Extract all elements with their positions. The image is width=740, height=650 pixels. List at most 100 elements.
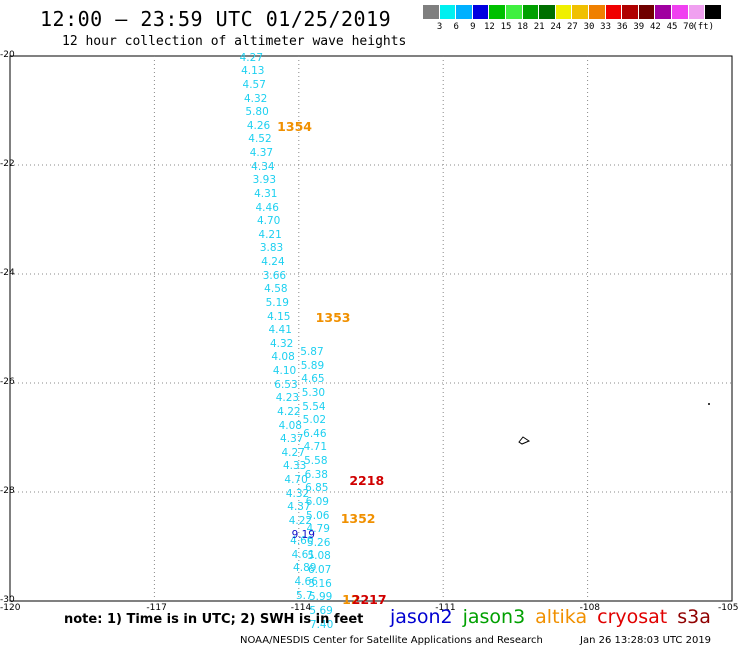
footer-note: note: 1) Time is in UTC; 2) SWH is in fe…	[64, 612, 364, 627]
legend-swatch	[423, 5, 440, 19]
legend-swatch	[505, 5, 523, 19]
wave-height-value: 7.40	[309, 618, 334, 631]
island-outline	[518, 436, 531, 445]
wave-height-value: 5.99	[308, 591, 333, 604]
satellite-label: cryosat	[597, 606, 668, 628]
wave-height-value: 5.26	[307, 536, 331, 549]
legend-tick-label: 21	[533, 22, 545, 32]
legend-swatch	[688, 5, 706, 19]
wave-height-value: 4.32	[269, 337, 294, 350]
wave-height-value: 4.23	[275, 392, 300, 405]
lat-tick-label: -28	[0, 486, 15, 496]
wave-height-value: 3.66	[262, 269, 287, 282]
satellite-label: s3a	[677, 606, 711, 628]
wave-height-value: 4.27	[239, 51, 264, 64]
wave-height-value: 9.19	[291, 528, 315, 541]
wave-height-value: 4.65	[301, 373, 325, 386]
legend-tick-label: 27	[566, 22, 578, 32]
pass-number-label: 1353	[315, 309, 351, 325]
wave-height-value: 4.32	[243, 92, 268, 105]
pass-number-label: 1354	[277, 118, 312, 134]
wave-height-value: 6.07	[307, 564, 332, 577]
wave-height-value: 5.89	[300, 359, 325, 372]
legend-swatch	[605, 5, 623, 19]
wave-height-value: 4.34	[251, 160, 275, 173]
legend-tick-label: 33	[600, 22, 612, 32]
wave-height-value: 4.70	[284, 474, 308, 487]
wave-height-value: 4.61	[291, 548, 315, 561]
lon-tick-label: -117	[146, 603, 167, 613]
wave-height-value: 4.22	[277, 405, 301, 418]
legend-tick-label: 70	[683, 22, 695, 32]
wave-height-value: 4.21	[258, 228, 282, 241]
wave-height-value: 4.52	[248, 133, 272, 146]
wave-height-value: 4.66	[294, 576, 318, 588]
legend-swatch	[456, 5, 473, 19]
pass-number-label: 1352	[340, 511, 376, 527]
wave-height-value: 4.08	[271, 351, 295, 364]
legend-tick-label: 24	[550, 22, 562, 32]
legend-tick-label: 30	[583, 22, 595, 32]
wave-height-value: 6.85	[305, 482, 329, 495]
credit-text: NOAA/NESDIS Center for Satellite Applica…	[240, 635, 543, 646]
lat-tick-label: -20	[0, 50, 15, 60]
wave-height-value: 5.02	[302, 414, 327, 427]
legend-swatch	[638, 5, 656, 19]
wave-height-value: 6.09	[305, 495, 329, 508]
page-subtitle: 12 hour collection of altimeter wave hei…	[62, 34, 407, 49]
wave-height-value: 4.79	[306, 523, 330, 536]
wave-height-value: 5.16	[308, 577, 332, 590]
satellite-label: altika	[535, 606, 588, 628]
wave-height-value: 4.89	[293, 562, 317, 575]
legend-swatch	[472, 5, 490, 19]
wave-height-value: 5.69	[309, 604, 333, 617]
legend-tick-label: 3	[436, 22, 443, 32]
lat-tick-label: -26	[0, 377, 15, 387]
legend-swatch	[522, 5, 540, 19]
lon-tick-label: -120	[0, 603, 21, 613]
lat-tick-label: -30	[0, 595, 15, 605]
wave-height-value: 4.22	[288, 514, 313, 527]
wave-height-value: 4.71	[303, 441, 328, 454]
credit-timestamp: Jan 26 13:28:03 UTC 2019	[580, 635, 712, 646]
legend-unit-label: (ft)	[692, 22, 715, 32]
wave-height-value: 5.87	[300, 346, 324, 359]
page-title: 12:00 – 23:59 UTC 01/25/2019	[40, 7, 392, 31]
wave-height-value: 5.54	[302, 400, 326, 413]
lon-tick-label: -111	[435, 603, 456, 613]
wave-height-value: 4.31	[254, 187, 278, 200]
wave-height-value: 5.58	[304, 455, 328, 468]
wave-height-value: 4.13	[241, 65, 265, 78]
lon-tick-label: -105	[718, 603, 739, 613]
legend-tick-label: 36	[616, 22, 628, 32]
wave-height-value: 4.10	[272, 365, 297, 378]
legend-tick-label: 12	[483, 22, 495, 32]
color-legend	[423, 5, 722, 19]
pass-number-label: 2218	[349, 473, 385, 489]
legend-tick-label: 9	[470, 22, 476, 32]
wave-height-value: 6.46	[303, 427, 327, 440]
lon-tick-label: -108	[579, 603, 601, 613]
legend-swatch	[655, 5, 672, 19]
wave-height-value: 4.26	[246, 119, 271, 132]
wave-height-value: 4.08	[278, 419, 302, 432]
island-dot	[708, 403, 710, 405]
wave-height-value: 4.41	[268, 324, 292, 337]
wave-height-value: 5.30	[301, 386, 326, 399]
wave-height-value: 4.15	[267, 310, 291, 323]
map-frame	[9, 55, 733, 602]
legend-swatch	[705, 5, 722, 19]
pass-number-label: 12	[342, 591, 360, 607]
legend-tick-label: 18	[517, 22, 529, 32]
wave-height-value: 4.24	[261, 256, 285, 269]
wave-height-value: 4.70	[256, 215, 281, 228]
wave-height-value: 5.7	[295, 589, 313, 602]
wave-height-value: 6.38	[304, 468, 328, 481]
lat-tick-label: -24	[0, 268, 15, 278]
legend-tick-label: 45	[666, 22, 678, 32]
wave-height-value: 4.37	[280, 433, 304, 446]
legend-swatch	[572, 5, 589, 19]
wave-height-value: 4.27	[281, 446, 305, 459]
